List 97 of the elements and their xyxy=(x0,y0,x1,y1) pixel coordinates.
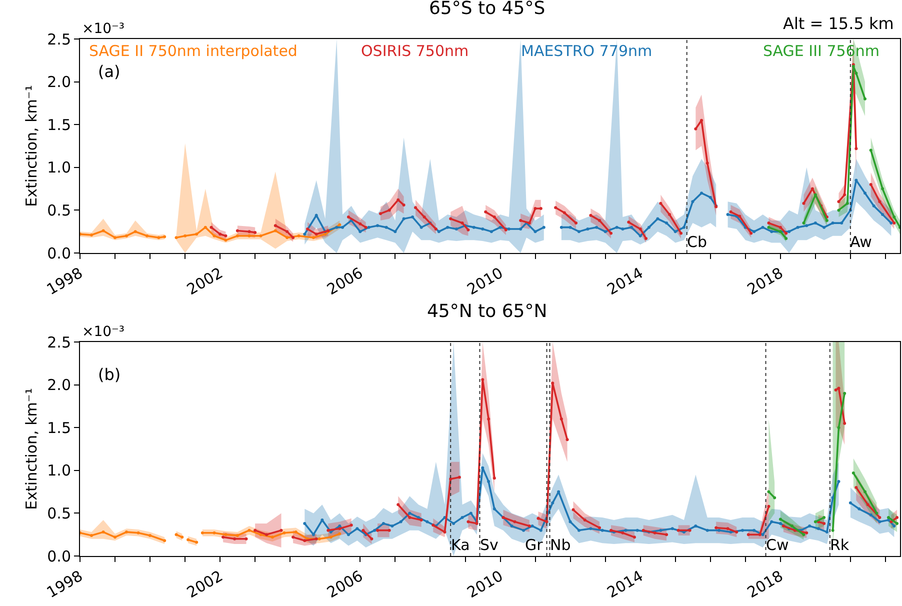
point xyxy=(875,512,878,515)
point xyxy=(102,229,105,232)
point xyxy=(186,538,190,542)
ref-line-label: Aw xyxy=(850,233,872,251)
annotation: (b) xyxy=(98,365,121,384)
y-tick-label: 0.0 xyxy=(47,244,71,262)
y-tick-label: 2.5 xyxy=(47,30,71,48)
point xyxy=(114,536,116,539)
point xyxy=(274,229,277,232)
point xyxy=(802,533,806,536)
point xyxy=(282,531,286,534)
y-tick-label: 1.0 xyxy=(47,158,71,177)
y-tick-label: 2.5 xyxy=(47,333,71,352)
text: OSIRIS 750nm xyxy=(361,42,469,60)
point xyxy=(134,230,137,234)
point xyxy=(814,193,817,196)
point xyxy=(881,187,884,190)
text: ×10⁻³ xyxy=(82,324,125,340)
y-tick-label: 1.5 xyxy=(47,418,71,437)
annotation: (a) xyxy=(98,62,120,81)
ref-line-label: Nb xyxy=(550,536,571,554)
point xyxy=(831,528,834,532)
ref-line-label: Cw xyxy=(766,536,789,554)
y-tick-label: 2.0 xyxy=(47,376,71,394)
y-tick-label: 1.5 xyxy=(47,116,71,134)
point xyxy=(784,236,788,240)
point xyxy=(318,537,321,540)
point xyxy=(248,528,251,532)
point xyxy=(195,540,198,544)
point xyxy=(312,236,315,240)
y-tick-label: 0.5 xyxy=(47,201,71,220)
y-tick-label: 0.0 xyxy=(47,547,71,566)
point xyxy=(338,532,342,536)
chart-title: 65°S to 45°S xyxy=(428,0,546,20)
point xyxy=(822,516,826,519)
y-tick-label: 1.0 xyxy=(47,462,71,480)
y-tick-label: 0.5 xyxy=(47,504,71,522)
point xyxy=(802,222,806,225)
point xyxy=(114,236,116,240)
point xyxy=(837,426,840,430)
text: MAESTRO 779nm xyxy=(521,42,652,60)
point xyxy=(852,471,855,474)
ref-line-label: Cb xyxy=(687,233,707,251)
point xyxy=(102,530,105,534)
point xyxy=(778,518,782,521)
point xyxy=(204,226,207,229)
text: Alt = 15.5 km xyxy=(783,14,894,33)
series-label: SAGE III 756nm xyxy=(763,42,880,60)
point xyxy=(157,236,160,240)
point xyxy=(767,490,770,494)
point xyxy=(864,490,866,494)
point xyxy=(338,223,342,226)
point xyxy=(200,531,204,534)
y-axis-title: Extinction, km⁻¹ xyxy=(22,388,40,510)
point xyxy=(163,235,166,238)
point xyxy=(843,392,846,395)
point xyxy=(248,234,251,238)
ref-line-label: Sv xyxy=(480,536,499,554)
point xyxy=(286,236,289,240)
text: SAGE II 750nm interpolated xyxy=(89,42,298,60)
point xyxy=(174,236,178,240)
point xyxy=(224,238,228,242)
point xyxy=(212,531,216,534)
ref-line-label: Gr xyxy=(525,536,544,554)
point xyxy=(864,97,866,100)
point xyxy=(892,216,896,219)
point xyxy=(146,234,149,238)
chart-title: 45°N to 65°N xyxy=(426,301,548,322)
point xyxy=(329,536,332,539)
y-tick-label: 2.0 xyxy=(47,73,71,92)
point xyxy=(236,234,239,238)
point xyxy=(825,218,828,222)
point xyxy=(869,148,872,152)
point xyxy=(195,232,198,236)
ref-line-label: Ka xyxy=(451,536,470,554)
point xyxy=(270,536,274,539)
point xyxy=(773,496,776,500)
point xyxy=(767,226,770,229)
point xyxy=(224,533,228,536)
ref-line-label: Rk xyxy=(830,536,850,554)
point xyxy=(163,539,166,542)
point xyxy=(125,234,128,238)
point xyxy=(297,234,300,238)
point xyxy=(324,232,327,236)
text: ×10⁻³ xyxy=(82,21,125,37)
point xyxy=(837,208,840,212)
point xyxy=(212,234,216,238)
point xyxy=(814,520,817,524)
point xyxy=(259,234,262,238)
point xyxy=(136,531,140,534)
point xyxy=(854,72,858,75)
point xyxy=(846,202,849,205)
point xyxy=(184,234,187,238)
point xyxy=(790,524,794,528)
y-axis-title: Extinction, km⁻¹ xyxy=(22,85,40,207)
point xyxy=(174,533,178,536)
point xyxy=(180,536,184,539)
